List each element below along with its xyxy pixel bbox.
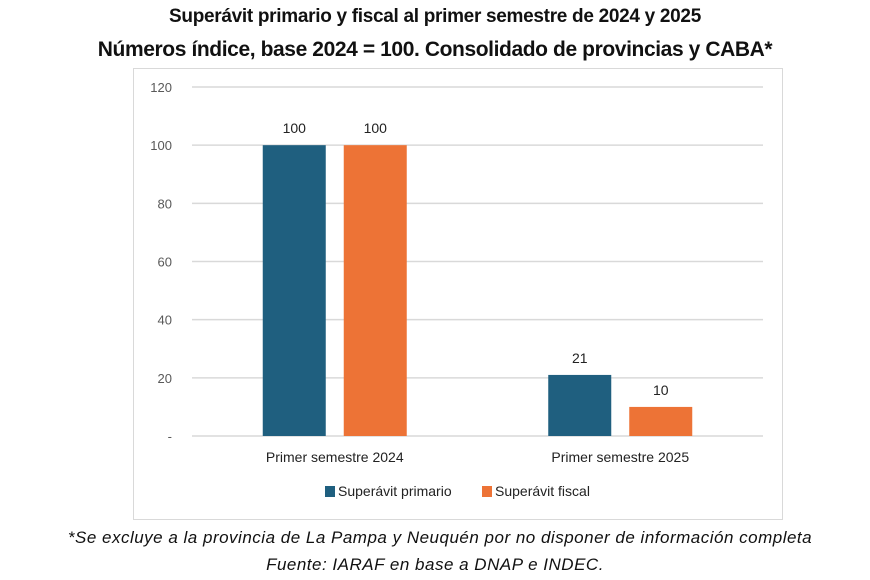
y-tick-label: 60	[158, 255, 172, 270]
bar	[629, 406, 693, 436]
source-note: Fuente: IARAF en base a DNAP e INDEC.	[266, 555, 604, 574]
legend-label: Superávit primario	[338, 483, 452, 499]
legend-swatch	[325, 486, 335, 497]
footnote: *Se excluye a la provincia de La Pampa y…	[67, 528, 813, 547]
data-label: 21	[572, 350, 588, 366]
y-tick-label: 120	[150, 80, 172, 95]
x-tick-label: Primer semestre 2024	[266, 449, 404, 465]
y-tick-label: 20	[158, 371, 172, 386]
y-tick-label: 80	[158, 196, 172, 211]
data-label: 100	[364, 120, 388, 136]
data-label: 10	[653, 382, 669, 398]
bar	[548, 374, 612, 436]
bar	[262, 145, 326, 436]
y-tick-label: 40	[158, 313, 172, 328]
y-tick-label: 100	[150, 138, 172, 153]
chart-title: Superávit primario y fiscal al primer se…	[169, 6, 701, 27]
bar	[343, 145, 407, 436]
legend-label: Superávit fiscal	[495, 483, 590, 499]
data-label: 100	[283, 120, 307, 136]
chart-subtitle: Números índice, base 2024 = 100. Consoli…	[97, 38, 773, 61]
legend-swatch	[482, 486, 492, 497]
x-tick-label: Primer semestre 2025	[551, 449, 689, 465]
chart-area	[133, 68, 783, 520]
y-tick-label: -	[168, 429, 172, 444]
